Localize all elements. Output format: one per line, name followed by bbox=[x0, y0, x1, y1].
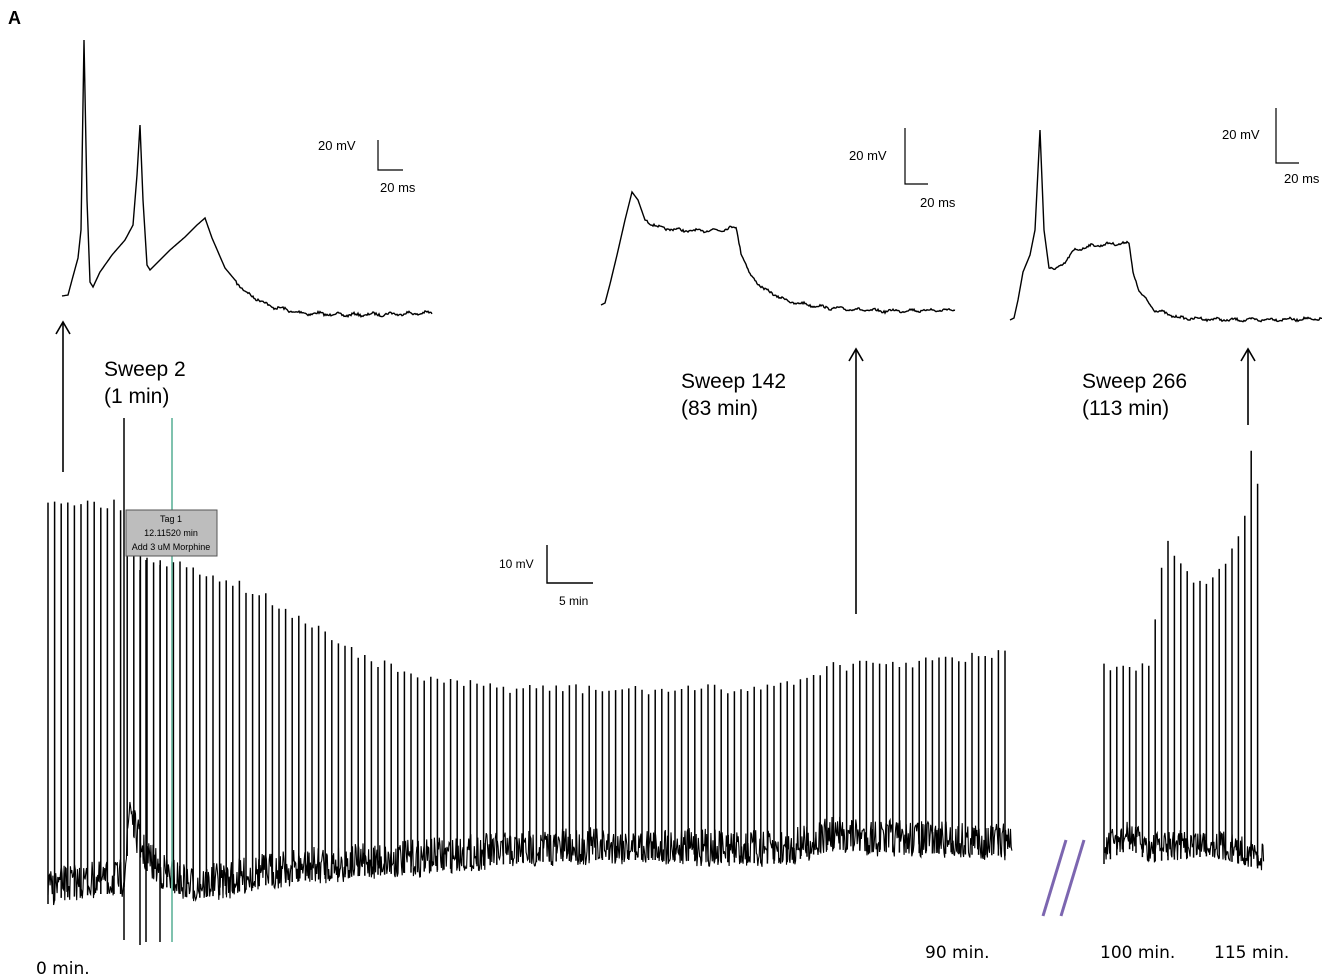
inset-trace-sweep-266: 20 mV 20 ms bbox=[1009, 108, 1322, 323]
tag-box bbox=[125, 509, 218, 557]
inset-1-time-scale: 20 ms bbox=[380, 180, 416, 195]
main-voltage-scale: 10 mV bbox=[499, 557, 534, 571]
main-time-scale: 5 min bbox=[559, 594, 588, 608]
baseline-noise-segment-2 bbox=[1103, 821, 1265, 871]
inset-trace-sweep-142: 20 mV 20 ms bbox=[600, 128, 956, 315]
sweep-142-time: (83 min) bbox=[681, 397, 758, 420]
sweep-266-waveform bbox=[1009, 129, 1322, 323]
arrow-sweep-142 bbox=[848, 347, 864, 614]
inset-scale-bar-2: 20 mV 20 ms bbox=[849, 128, 956, 210]
sweep-2-label: Sweep 2 bbox=[104, 358, 186, 381]
inset-3-time-scale: 20 ms bbox=[1284, 171, 1320, 186]
tag-time: 12.11520 min bbox=[144, 528, 198, 538]
time-label-90-min: 90 min. bbox=[925, 943, 990, 963]
arrow-sweep-2 bbox=[55, 320, 71, 472]
time-label-100-min: 100 min. bbox=[1100, 943, 1175, 963]
morphine-tag: Tag 1 12.11520 min Add 3 uM Morphine bbox=[125, 418, 218, 942]
sweep-266-label: Sweep 266 bbox=[1082, 370, 1187, 393]
main-recording-segment-1 bbox=[47, 418, 1013, 945]
main-recording-segment-2 bbox=[1103, 450, 1265, 871]
tag-description: Add 3 uM Morphine bbox=[132, 542, 211, 552]
inset-1-voltage-scale: 20 mV bbox=[318, 138, 356, 153]
inset-2-voltage-scale: 20 mV bbox=[849, 148, 887, 163]
panel-label: A bbox=[8, 8, 21, 28]
sweep-142-label: Sweep 142 bbox=[681, 370, 786, 393]
sweep-2-time: (1 min) bbox=[104, 385, 169, 408]
sweep-2-waveform bbox=[61, 39, 433, 319]
spike-train-segment-1 bbox=[47, 418, 1006, 945]
arrow-sweep-266 bbox=[1240, 347, 1256, 425]
inset-scale-bar-1: 20 mV 20 ms bbox=[318, 138, 416, 195]
spike-train-segment-2 bbox=[1103, 450, 1259, 869]
time-axis-break bbox=[1041, 839, 1086, 917]
inset-scale-bar-3: 20 mV 20 ms bbox=[1222, 108, 1320, 186]
main-scale-bar: 10 mV 5 min bbox=[499, 545, 593, 608]
sweep-142-waveform bbox=[600, 190, 956, 315]
inset-3-voltage-scale: 20 mV bbox=[1222, 127, 1260, 142]
inset-trace-sweep-2: 20 mV 20 ms bbox=[61, 39, 433, 319]
time-label-0-min: 0 min. bbox=[36, 959, 90, 977]
tag-title: Tag 1 bbox=[160, 514, 182, 524]
sweep-266-time: (113 min) bbox=[1082, 397, 1169, 420]
time-label-115-min: 115 min. bbox=[1214, 943, 1289, 963]
inset-2-time-scale: 20 ms bbox=[920, 195, 956, 210]
